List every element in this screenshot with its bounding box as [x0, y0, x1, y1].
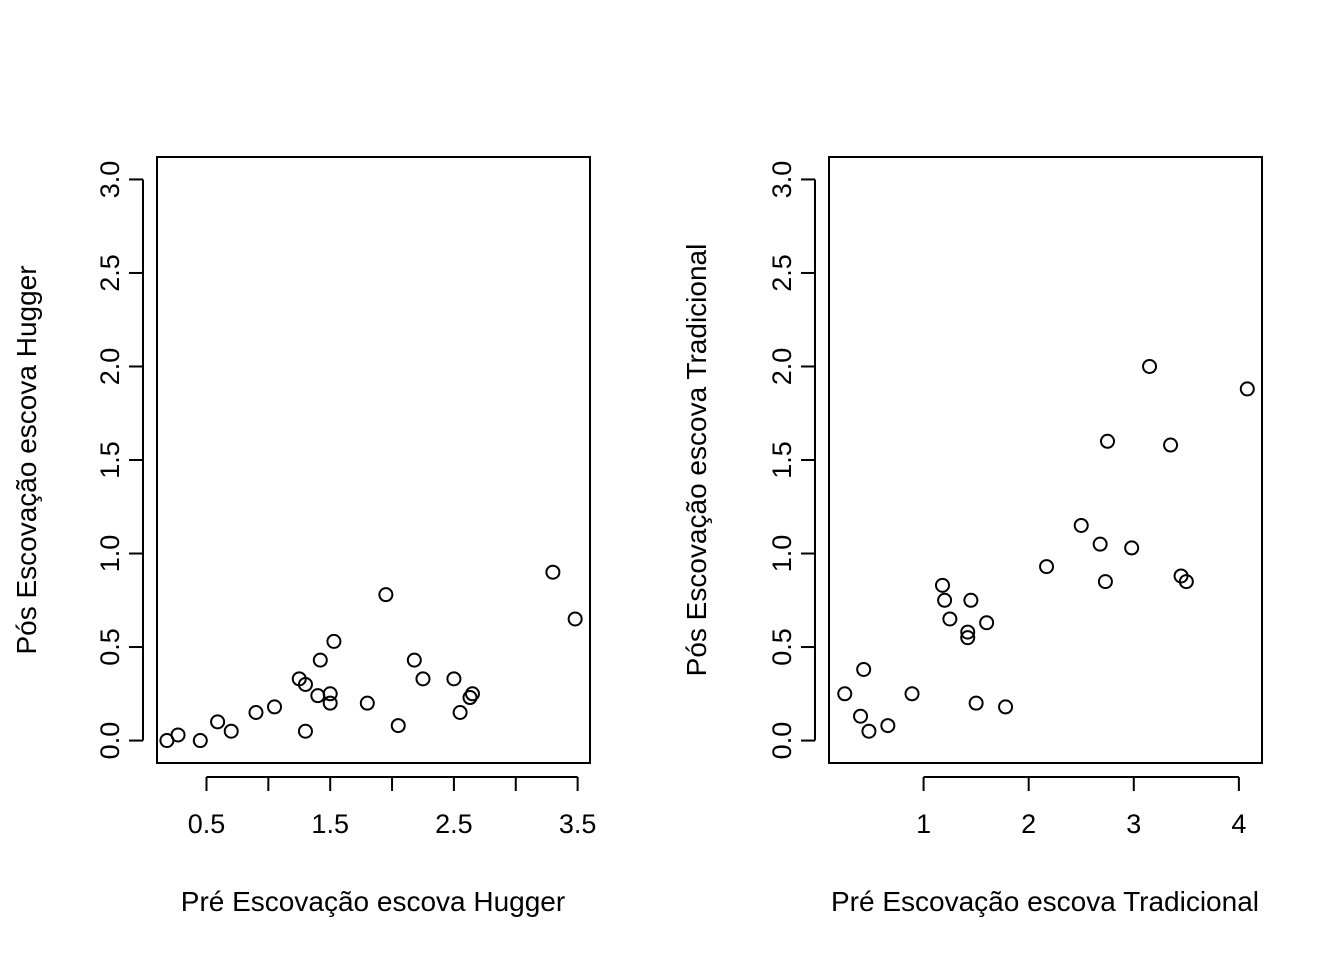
data-point — [904, 686, 920, 702]
y-tick-label: 1.5 — [767, 441, 797, 479]
y-tick-label: 2.5 — [767, 254, 797, 292]
data-point — [1039, 559, 1055, 575]
x-axis-ticks: 0.5 1.5 2.5 3.5 — [188, 776, 597, 839]
y-tick-label: 2.0 — [95, 348, 125, 386]
data-point — [960, 624, 976, 640]
data-point — [1163, 437, 1179, 453]
y-axis-ticks: 0.0 0.5 1.0 1.5 2.0 2.5 3.0 — [767, 161, 816, 760]
x-tick-label: 0.5 — [188, 809, 226, 839]
y-tick-label: 1.0 — [767, 535, 797, 573]
scatter-panel-tradicional: 1 2 3 4 0.0 0.5 1.0 1.5 2.0 2.5 3.0 Pré Escovação… — [681, 156, 1263, 917]
data-point — [968, 695, 984, 711]
data-points — [159, 564, 583, 749]
y-tick-label: 3.0 — [767, 161, 797, 199]
data-point — [837, 686, 853, 702]
data-point — [937, 592, 953, 608]
data-point — [210, 714, 226, 730]
y-tick-label: 1.0 — [95, 535, 125, 573]
plot-frame — [156, 156, 591, 764]
y-axis-label: Pós Escovação escova Tradicional — [681, 244, 712, 677]
y-tick-label: 0.0 — [95, 722, 125, 760]
data-point — [446, 671, 462, 687]
data-point — [378, 587, 394, 603]
data-point — [359, 695, 375, 711]
y-tick-label: 0.5 — [767, 628, 797, 666]
data-point — [452, 705, 468, 720]
x-tick-label: 1.5 — [311, 809, 349, 839]
data-point — [390, 718, 406, 734]
data-point — [326, 633, 342, 649]
data-point — [567, 611, 583, 627]
data-point — [223, 723, 239, 739]
data-point — [942, 611, 958, 627]
y-tick-label: 0.0 — [767, 722, 797, 760]
x-tick-label: 2 — [1021, 809, 1036, 839]
y-tick-label: 2.5 — [95, 254, 125, 292]
y-tick-label: 0.5 — [95, 628, 125, 666]
x-tick-label: 2.5 — [435, 809, 473, 839]
y-axis-label: Pós Escovação escova Hugger — [11, 265, 42, 654]
x-axis-ticks: 1 2 3 4 — [916, 776, 1246, 839]
data-point — [1097, 574, 1113, 590]
data-point — [1073, 517, 1089, 533]
data-point — [856, 661, 872, 677]
data-point — [861, 723, 877, 739]
data-point — [880, 718, 896, 734]
data-point — [406, 652, 422, 668]
data-point — [192, 733, 208, 749]
data-point — [960, 630, 976, 646]
y-tick-label: 3.0 — [95, 161, 125, 199]
data-point — [267, 699, 283, 715]
data-point — [1100, 433, 1116, 449]
data-point — [1124, 540, 1140, 556]
data-point — [1142, 358, 1158, 374]
y-tick-label: 2.0 — [767, 348, 797, 386]
data-point — [963, 592, 979, 608]
plot-frame — [828, 156, 1263, 764]
data-point — [312, 652, 328, 668]
x-tick-label: 3.5 — [559, 809, 597, 839]
y-tick-label: 1.5 — [95, 441, 125, 479]
x-tick-label: 1 — [916, 809, 931, 839]
x-tick-label: 3 — [1126, 809, 1141, 839]
data-points — [837, 358, 1255, 739]
data-point — [322, 686, 338, 702]
data-point — [545, 564, 561, 580]
data-point — [415, 671, 431, 687]
data-point — [998, 699, 1014, 715]
data-point — [1178, 574, 1194, 590]
data-point — [297, 676, 313, 692]
data-point — [464, 686, 480, 702]
scatter-panel-hugger: 0.5 1.5 2.5 3.5 0.0 0.5 1.0 1.5 2.0 2.5 3.0 Pré E… — [11, 156, 597, 917]
data-point — [248, 705, 264, 720]
data-point — [322, 695, 338, 711]
data-point — [979, 615, 995, 631]
data-point — [935, 577, 951, 593]
x-tick-label: 4 — [1231, 809, 1246, 839]
data-point — [853, 708, 869, 724]
data-point — [297, 723, 313, 739]
data-point — [1239, 381, 1255, 397]
data-point — [462, 690, 478, 706]
y-axis-ticks: 0.0 0.5 1.0 1.5 2.0 2.5 3.0 — [95, 161, 144, 760]
data-point — [170, 727, 186, 743]
x-axis-label: Pré Escovação escova Tradicional — [831, 886, 1259, 917]
x-axis-label: Pré Escovação escova Hugger — [181, 886, 565, 917]
data-point — [1092, 536, 1108, 552]
